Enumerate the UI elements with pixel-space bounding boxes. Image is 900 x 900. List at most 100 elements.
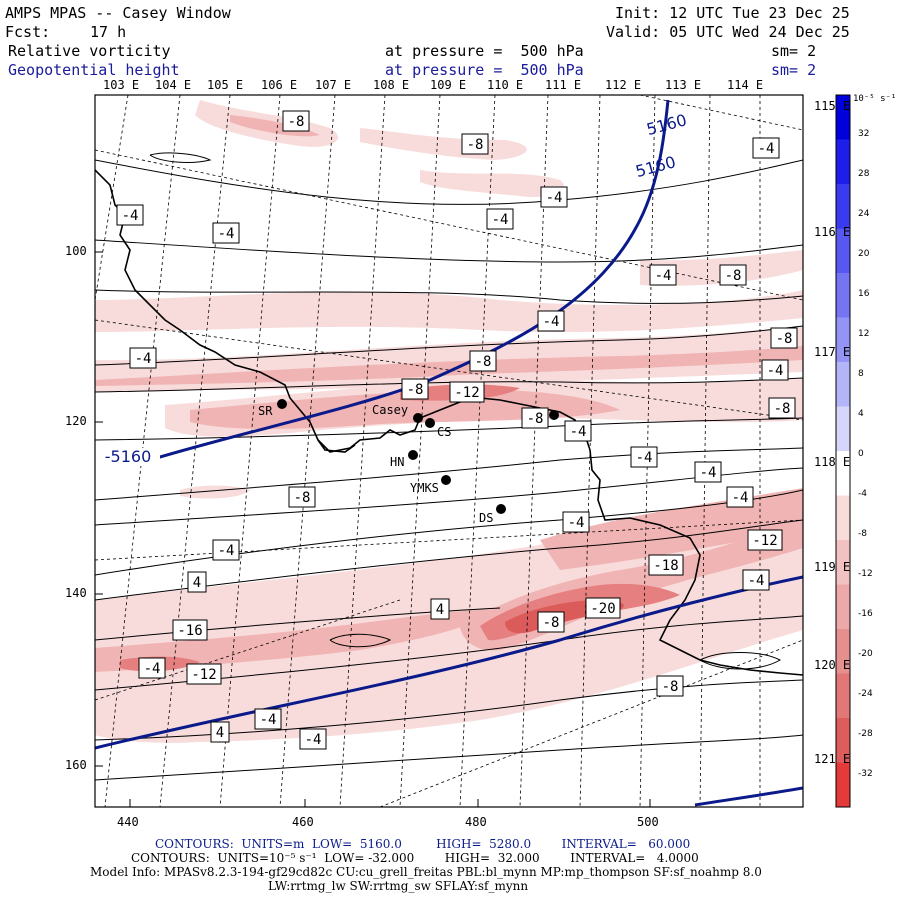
vorticity-contour-label: -8: [537, 611, 565, 633]
vorticity-contour-label: -4: [562, 511, 590, 533]
plot-frame: [94, 94, 804, 808]
vorticity-contour-label: -4: [540, 186, 568, 208]
station-label-sr: SR: [258, 404, 273, 418]
colorbar-tick-label: -8: [858, 529, 867, 539]
station-dot-ymks: [441, 475, 451, 485]
vorticity-contour-label: -4: [299, 728, 327, 750]
station-dot-cs: [425, 418, 435, 428]
colorbar-segment: [836, 629, 850, 674]
lon-label: 104 E: [155, 78, 192, 92]
colorbar-tick-label: 4: [858, 409, 864, 419]
svg-text:-4: -4: [135, 351, 152, 367]
colorbar-segment: [836, 762, 850, 808]
vorticity-contour-label: -4: [761, 359, 789, 381]
vorticity-contour-label: 4: [430, 598, 450, 620]
coastline: [95, 169, 803, 676]
colorbar-segment: [836, 317, 850, 363]
lon-label-right: 120 E: [814, 658, 851, 672]
colorbar-segment: [836, 451, 850, 496]
footer-height-contours: CONTOURS: UNITS=m LOW= 5160.0 HIGH= 5280…: [155, 837, 691, 851]
svg-text:-20: -20: [590, 601, 615, 617]
colorbar-tick-label: 0: [858, 449, 864, 459]
colorbar-tick-label: -20: [858, 649, 873, 659]
svg-text:-8: -8: [543, 615, 560, 631]
lon-label: 103 E: [103, 78, 140, 92]
x-axis-label: 500: [637, 815, 659, 829]
x-axis-label: 480: [465, 815, 487, 829]
x-axis-label: 440: [117, 815, 139, 829]
field2-sm: sm= 2: [771, 61, 817, 79]
y-axis-label: 160: [65, 758, 87, 772]
svg-text:-12: -12: [191, 667, 216, 683]
vorticity-contour-label: 4: [187, 571, 207, 593]
colorbar-segment: [836, 406, 850, 452]
vorticity-contour-label: -8: [461, 133, 489, 155]
svg-text:-8: -8: [527, 411, 544, 427]
colorbar-tick-label: -4: [858, 489, 867, 499]
colorbar-tick-label: 20: [858, 249, 870, 259]
svg-text:-4: -4: [570, 424, 587, 440]
svg-text:-4: -4: [748, 573, 765, 589]
vorticity-contour-label: -16: [172, 619, 208, 641]
svg-text:-4: -4: [758, 141, 775, 157]
vorticity-contour-label: -12: [449, 381, 485, 403]
field1-sm: sm= 2: [771, 42, 817, 60]
lon-label: 113 E: [665, 78, 702, 92]
colorbar-units: 10⁻⁵ s⁻¹: [853, 94, 897, 104]
title: AMPS MPAS -- Casey Window: [5, 4, 231, 22]
vorticity-contour-label: -4: [742, 569, 770, 591]
lon-label: 114 E: [727, 78, 764, 92]
field2-name: Geopotential height: [8, 61, 180, 79]
vorticity-contour-label: -4: [486, 208, 514, 230]
vorticity-contour-label: -4: [129, 347, 157, 369]
colorbar-segment: [836, 540, 850, 585]
vorticity-contour-label: -18: [648, 554, 684, 576]
vorticity-contour-label: -8: [401, 378, 429, 400]
svg-text:-8: -8: [288, 114, 305, 130]
svg-text:-4: -4: [260, 712, 277, 728]
colorbar-tick-label: -24: [858, 689, 873, 699]
field1-name: Relative vorticity: [8, 42, 171, 60]
lon-label-right: 117 E: [814, 345, 851, 359]
svg-text:-4: -4: [568, 515, 585, 531]
station-dot-casey: [413, 413, 423, 423]
plot-area: [95, 95, 803, 807]
station-label-hn: HN: [390, 455, 405, 469]
vorticity-contour-label: -12: [186, 663, 222, 685]
colorbar-segment: [836, 273, 850, 318]
vorticity-contour-label: -4: [537, 310, 565, 332]
lon-label: 105 E: [207, 78, 244, 92]
svg-text:-8: -8: [467, 137, 484, 153]
footer-model-info-2: LW:rrtmg_lw SW:rrtmg_sw SFLAY:sf_mynn: [268, 879, 529, 893]
station-label-cs: CS: [437, 425, 452, 439]
colorbar-segment: [836, 495, 850, 541]
svg-text:-4: -4: [655, 268, 672, 284]
lon-label: 112 E: [605, 78, 642, 92]
vorticity-contour-label: -4: [630, 446, 658, 468]
forecast-value: 17 h: [90, 23, 127, 41]
colorbar-tick-label: -12: [858, 569, 873, 579]
stations: [277, 399, 559, 514]
colorbar-segment: [836, 95, 850, 140]
station-dot-sr: [277, 399, 287, 409]
svg-text:-16: -16: [177, 623, 202, 639]
svg-text:-12: -12: [752, 533, 777, 549]
svg-text:-4: -4: [732, 490, 749, 506]
colorbar-segment: [836, 362, 850, 407]
colorbar-segment: [836, 139, 850, 185]
svg-text:4: 4: [436, 602, 444, 618]
svg-text:-8: -8: [776, 331, 793, 347]
lon-label: 109 E: [430, 78, 467, 92]
vorticity-contour-label: -8: [288, 486, 316, 508]
init-time: Init: 12 UTC Tue 23 Dec 25: [615, 4, 850, 22]
lon-label-right: 119 E: [814, 560, 851, 574]
colorbar-tick-label: 32: [858, 129, 869, 139]
x-axis-label: 460: [292, 815, 314, 829]
svg-text:-18: -18: [653, 558, 678, 574]
svg-text:-4: -4: [122, 208, 139, 224]
svg-text:-4: -4: [636, 450, 653, 466]
y-axis-label: 120: [65, 414, 87, 428]
svg-text:-4: -4: [767, 363, 784, 379]
vorticity-contour-label: -8: [768, 397, 796, 419]
